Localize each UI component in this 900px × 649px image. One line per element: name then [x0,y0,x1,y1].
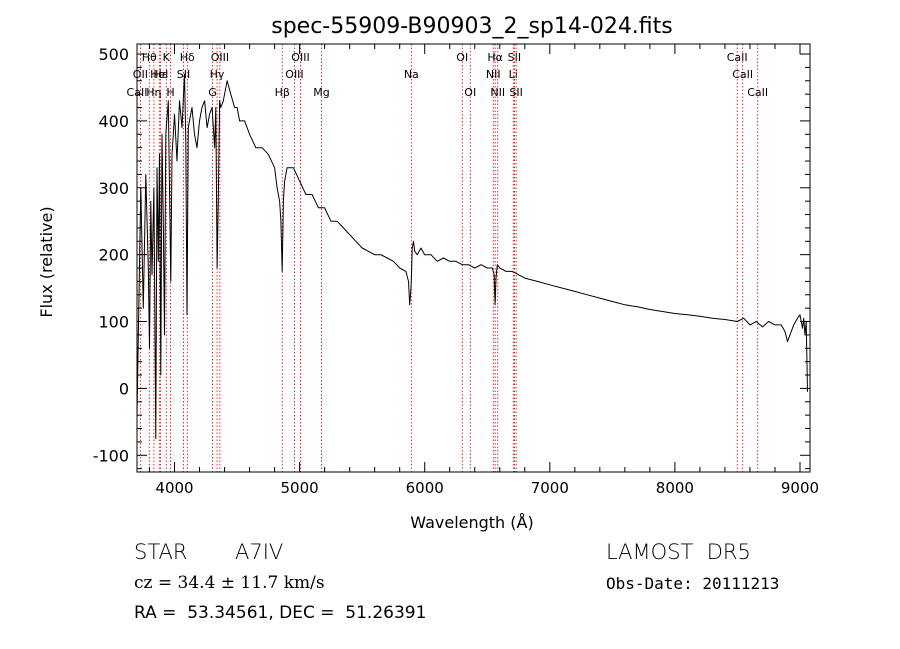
y-tick-label: 500 [98,45,129,64]
spectral-line-label: OI [456,51,468,64]
spectral-line-label: G [208,86,217,99]
spectral-line-label: HeI [150,68,168,81]
y-tick-label: 200 [98,246,129,265]
velocity-readout: cz = 34.4 ± 11.7 km/s [134,573,325,593]
spectral-line-label: OIII [285,68,303,81]
spectral-line-label: CaII [732,68,753,81]
spectral-line-label: K [163,51,171,64]
plot-frame [136,43,811,473]
x-tick-label: 6000 [406,479,444,497]
y-axis-label: Flux (relative) [37,206,56,317]
spectral-line-label: OI [464,86,476,99]
x-tick-label: 9000 [781,479,819,497]
spectral-line-label: H [166,86,174,99]
spectrum-line [136,73,808,440]
spectral-line-label: Hδ [180,51,195,64]
spectral-line-label: CaII [727,51,748,64]
spectral-line-label: Hε [154,68,168,81]
coordinates-readout: RA = 53.34561, DEC = 51.26391 [134,603,427,623]
spectral-line-label: SII [508,51,521,64]
spectrum-series [136,73,808,440]
object-type: STAR [134,540,188,564]
spectral-line-label: NII [486,68,501,81]
y-tick-label: 100 [98,313,129,332]
chart-title: spec-55909-B90903_2_sp14-024.fits [271,14,673,39]
spectral-line-label: Hα [487,51,503,64]
x-tick-label: 5000 [281,479,319,497]
spectral-line-label: NII [490,86,505,99]
spectral-line-label: Hθ [142,51,157,64]
spectral-line-label: Li [509,68,518,81]
y-tick-label: 400 [98,112,129,131]
x-tick-label: 8000 [656,479,694,497]
x-tick-label: 4000 [155,479,193,497]
y-tick-label: 300 [98,179,129,198]
y-tick-label: -100 [93,446,129,465]
spectral-line-label: OII [133,68,148,81]
y-tick-label: 0 [119,379,129,398]
spectral-line-label: Mg [313,86,329,99]
plot-axes: 4000 5000 6000 7000 8000 9000 -100 0 100 200 300 40… [93,43,819,497]
spectral-line-label: Hγ [210,68,225,81]
x-axis-label: Wavelength (Å) [410,513,533,532]
object-subclass: A7IV [235,540,284,564]
spectral-line-label: Na [404,68,419,81]
observation-date: Obs-Date: 20111213 [606,574,780,593]
survey-name: LAMOST DR5 [606,540,751,564]
x-tick-label: 7000 [531,479,569,497]
spectral-line-label: OIII [211,51,229,64]
spectral-line-label: CaII [747,86,768,99]
spectral-line-label: Hη [146,86,161,99]
spectral-line-label: OIII [291,51,309,64]
spectral-line-label: SII [509,86,522,99]
spectral-line-label: Hβ [275,86,290,99]
spectral-line-markers: Hθ K Hδ OIII OIII OI Hα SII CaII OII Hε SII Hγ OIII Na… [127,44,768,472]
spectral-line-label: SII [177,68,190,81]
